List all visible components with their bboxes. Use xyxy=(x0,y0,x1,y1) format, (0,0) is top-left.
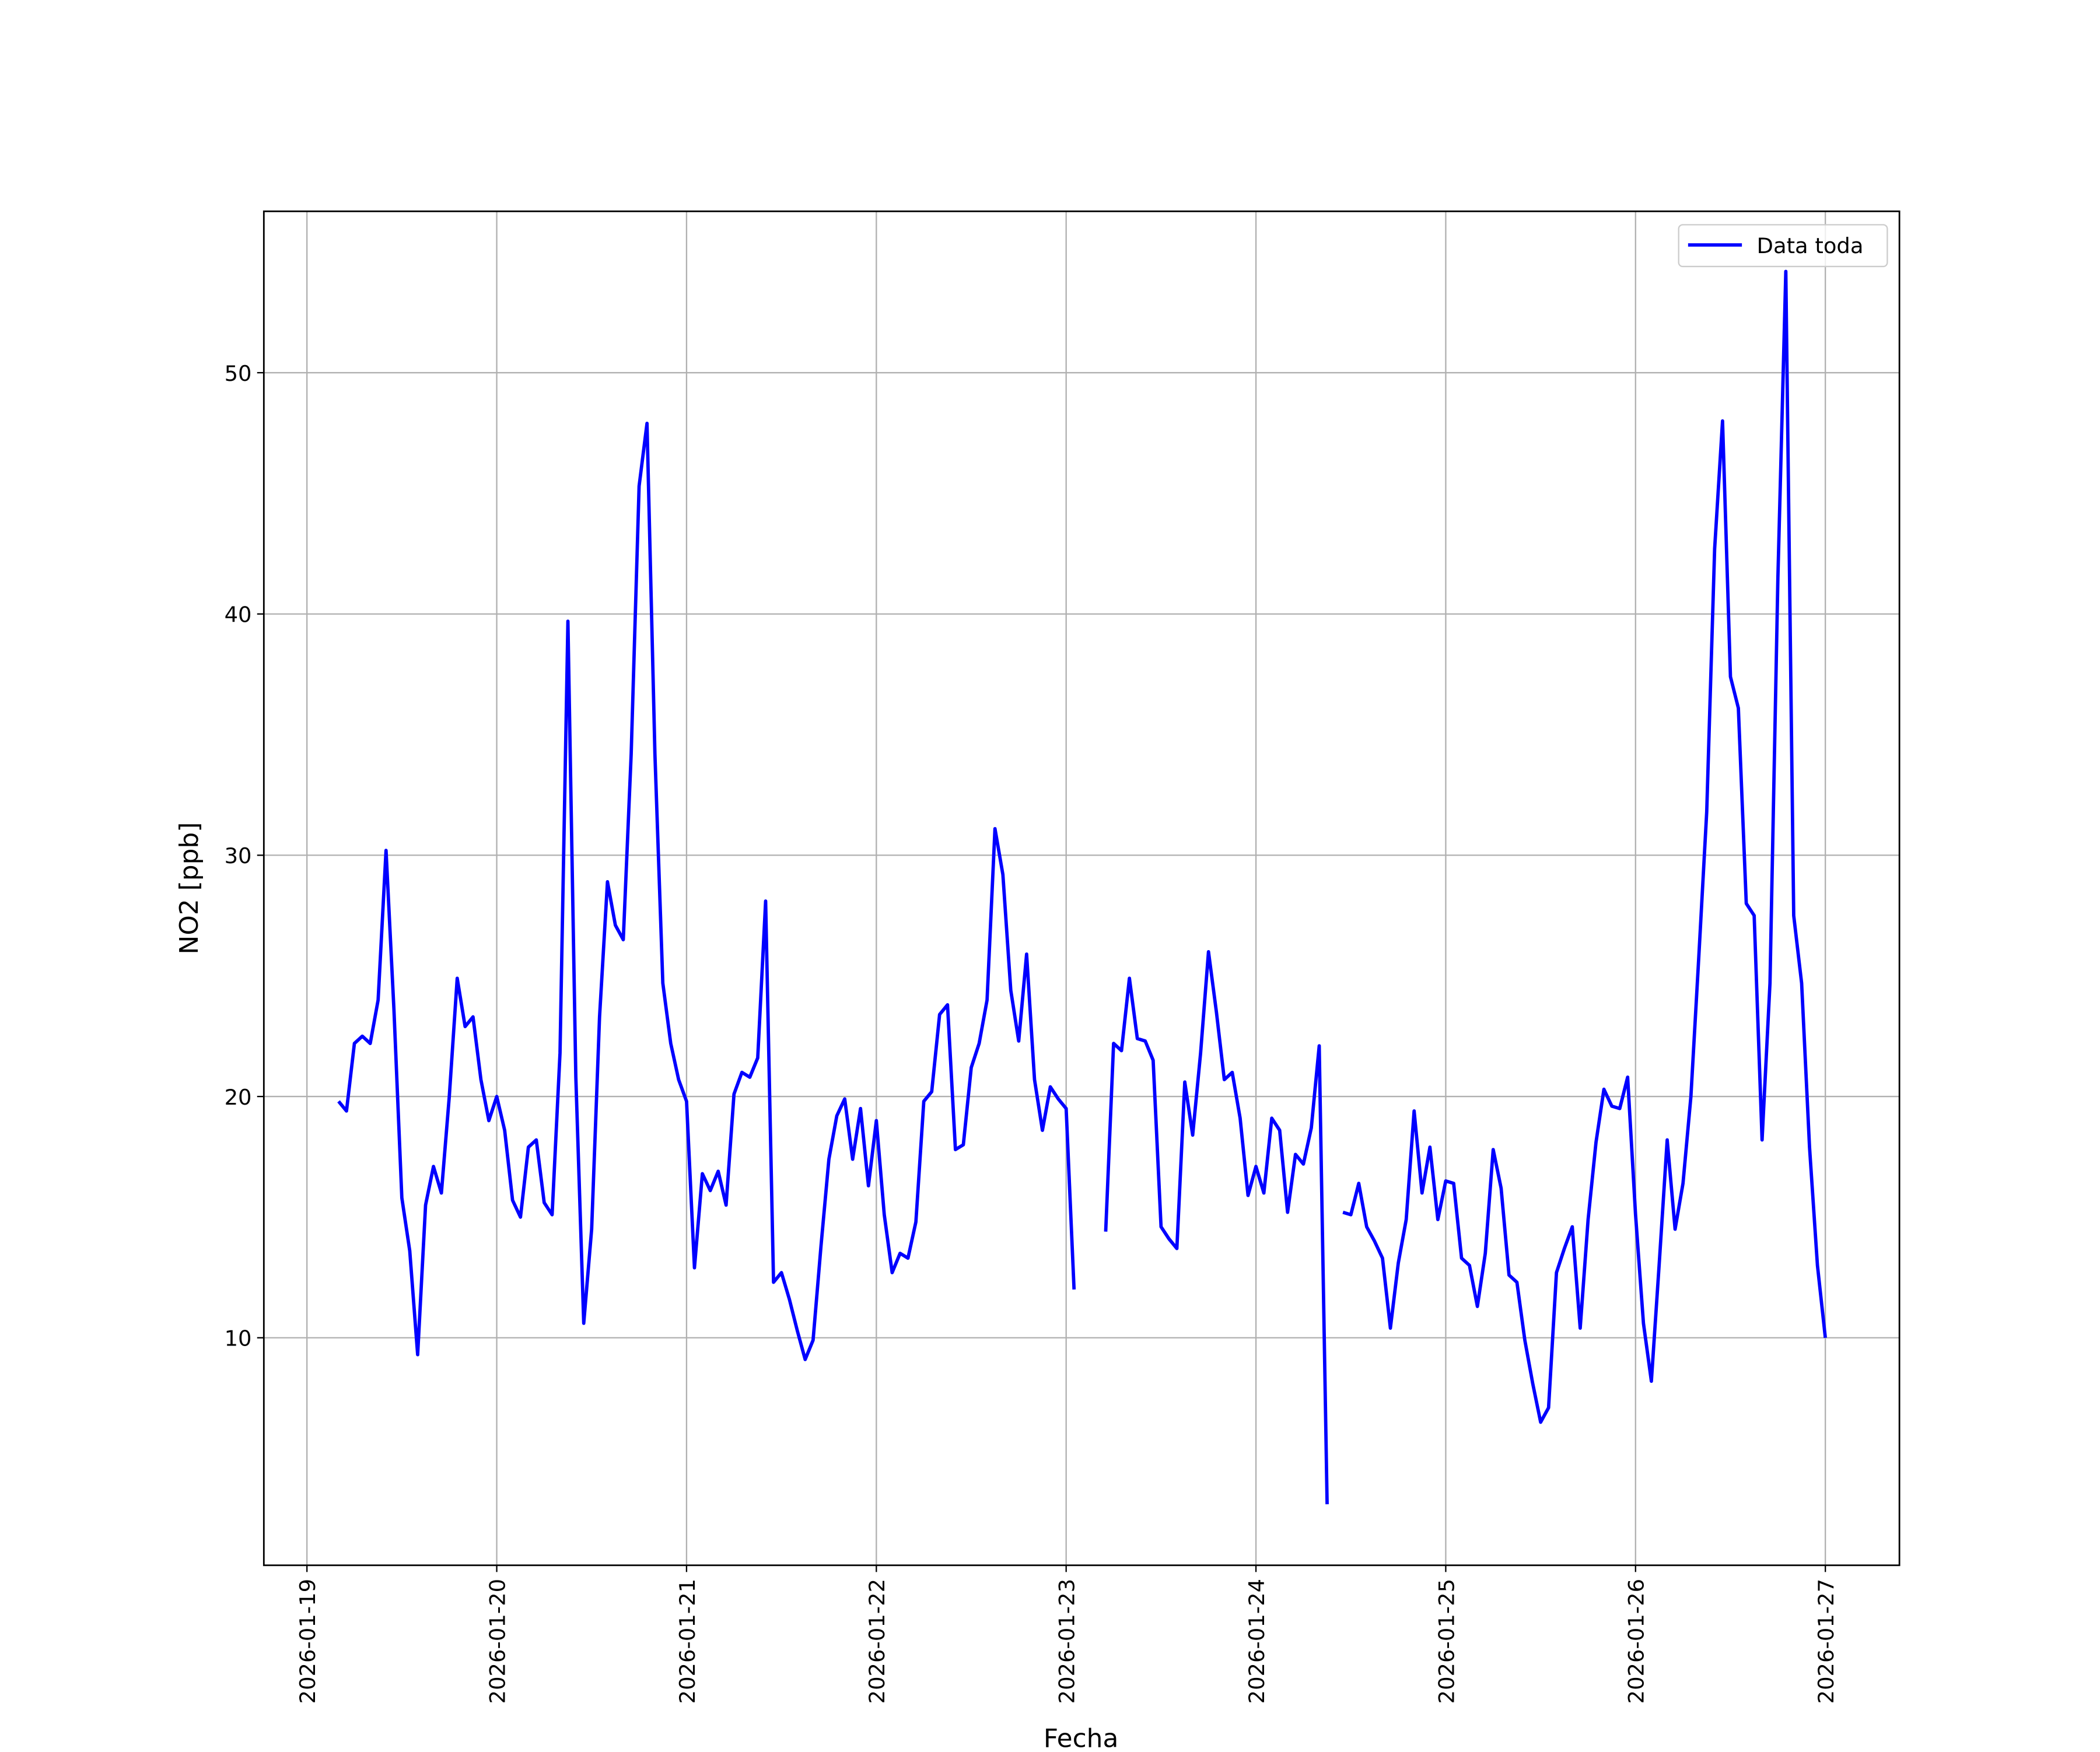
y-tick-label: 10 xyxy=(225,1326,252,1351)
data-line xyxy=(337,269,1828,1505)
legend-box xyxy=(1678,224,1888,268)
x-tick-label: 2026-01-23 xyxy=(1055,1579,1080,1704)
x-tick-label: 2026-01-27 xyxy=(1814,1579,1839,1704)
x-tick-label: 2026-01-21 xyxy=(675,1579,700,1704)
x-tick-label: 2026-01-20 xyxy=(485,1579,510,1704)
y-tick-label: 20 xyxy=(225,1085,252,1110)
ticks: 10 20 30 40 50 2026-01-19 2026-01-20 2026-01-21… xyxy=(225,361,1839,1704)
x-tick-label: 2026-01-25 xyxy=(1434,1579,1459,1704)
legend: Data toda xyxy=(1678,224,1888,268)
x-tick-label: 2026-01-22 xyxy=(864,1579,890,1704)
y-tick-label: 50 xyxy=(225,361,252,386)
x-axis-label: Fecha xyxy=(1044,1723,1119,1750)
legend-label: Data toda xyxy=(1757,233,1864,258)
y-tick-label: 30 xyxy=(225,843,252,868)
x-tick-label: 2026-01-24 xyxy=(1244,1579,1269,1704)
plot-area xyxy=(337,269,1828,1505)
axes-frame xyxy=(262,210,1901,1567)
grid xyxy=(264,211,1900,1565)
x-tick-label: 2026-01-19 xyxy=(295,1579,320,1704)
y-axis-label: NO2 [ppb] xyxy=(174,822,204,955)
y-tick-label: 40 xyxy=(225,602,252,628)
x-tick-label: 2026-01-26 xyxy=(1624,1579,1649,1704)
